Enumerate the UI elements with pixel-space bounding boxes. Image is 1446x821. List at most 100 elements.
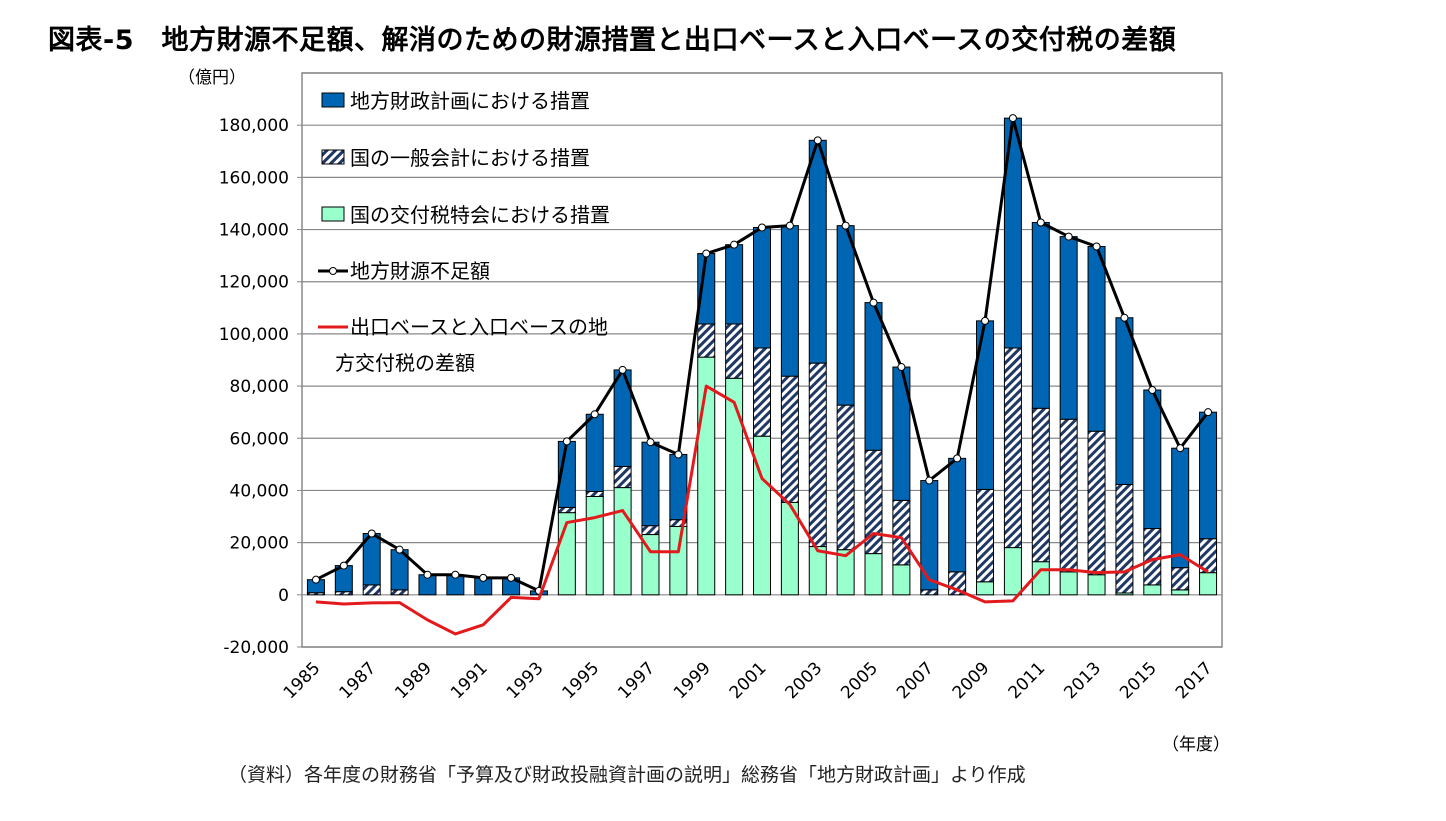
y-tick-label: 80,000	[230, 377, 289, 397]
bar-special-account	[1143, 584, 1162, 596]
x-tick-label: 1997	[614, 658, 659, 703]
point-shortfall	[1176, 444, 1185, 453]
bar-special-account	[1171, 589, 1190, 596]
bar-special-account	[976, 581, 995, 596]
point-shortfall	[1148, 386, 1157, 395]
point-shortfall	[479, 573, 488, 582]
bar-special-account	[864, 553, 883, 596]
bar-general-account	[780, 375, 799, 503]
bar-general-account	[836, 404, 855, 551]
bar-general-account	[1115, 483, 1134, 594]
bar-general-account	[557, 506, 576, 514]
bar-local-plan	[585, 413, 604, 492]
bar-special-account	[585, 495, 604, 596]
bar-general-account	[362, 584, 381, 596]
y-tick-label: 20,000	[230, 534, 289, 554]
point-shortfall	[953, 454, 962, 463]
bar-general-account	[390, 589, 409, 596]
y-axis-unit-label: （億円）	[178, 68, 246, 88]
bar-local-plan	[1087, 246, 1106, 432]
x-tick-label: 1993	[503, 658, 548, 703]
bar-local-plan	[725, 244, 744, 325]
x-tick-label: 2009	[949, 658, 994, 703]
x-tick-label: 2007	[893, 658, 938, 703]
bar-local-plan	[753, 226, 771, 349]
bar-general-account	[808, 362, 827, 548]
y-tick-label: 140,000	[219, 221, 289, 241]
legend-label-shortfall: 地方財源不足額	[350, 259, 490, 283]
x-tick-label: 1985	[280, 658, 325, 703]
legend-label-general-account: 国の一般会計における措置	[350, 146, 590, 170]
point-shortfall	[590, 410, 599, 419]
point-shortfall	[1036, 218, 1045, 227]
bar-local-plan	[641, 441, 660, 527]
legend-swatch-special-account	[321, 206, 345, 222]
y-tick-label: 0	[278, 586, 289, 606]
point-shortfall	[702, 249, 711, 258]
x-tick-label: 1995	[559, 658, 604, 703]
bar-special-account	[613, 487, 632, 596]
bar-general-account	[892, 499, 911, 566]
y-tick-label: 60,000	[230, 429, 289, 449]
y-tick-label: 120,000	[219, 273, 289, 293]
bar-local-plan	[1171, 447, 1190, 569]
bar-general-account	[1087, 430, 1106, 576]
point-shortfall	[451, 570, 460, 579]
bar-general-account	[585, 490, 604, 497]
point-shortfall	[367, 529, 376, 538]
bar-special-account	[669, 525, 688, 596]
bar-local-plan	[836, 225, 855, 406]
x-tick-label: 2017	[1172, 658, 1217, 703]
point-shortfall	[423, 570, 432, 579]
legend-marker-shortfall	[329, 267, 337, 275]
bar-general-account	[1031, 407, 1050, 563]
point-shortfall	[339, 561, 348, 570]
point-shortfall	[1008, 114, 1017, 123]
x-tick-label: 2005	[837, 658, 882, 703]
bar-local-plan	[1143, 389, 1162, 530]
point-shortfall	[395, 545, 404, 554]
bar-special-account	[892, 564, 911, 596]
bar-special-account	[1059, 571, 1078, 596]
bar-general-account	[1171, 567, 1190, 591]
bar-local-plan	[1199, 411, 1218, 540]
y-tick-label: 160,000	[219, 168, 289, 188]
x-tick-label: 2003	[782, 658, 827, 703]
figure-title: 図表-5 地方財源不足額、解消のための財源措置と出口ベースと入口ベースの交付税の…	[48, 25, 1177, 56]
legend-label-difference-line2: 方交付税の差額	[335, 351, 475, 375]
point-shortfall	[785, 221, 794, 230]
bar-local-plan	[948, 457, 967, 573]
point-shortfall	[1120, 313, 1129, 322]
point-shortfall	[646, 438, 655, 447]
x-tick-label: 2015	[1116, 658, 1161, 703]
x-tick-label: 2013	[1060, 658, 1105, 703]
point-shortfall	[869, 298, 878, 307]
bar-general-account	[1059, 418, 1078, 573]
bar-special-account	[808, 546, 827, 596]
x-tick-label: 2001	[726, 658, 771, 703]
source-note: （資料）各年度の財務省「予算及び財政投融資計画の説明」総務省「地方財政計画」より…	[228, 764, 1026, 786]
bar-general-account	[976, 488, 995, 583]
x-tick-label: 2011	[1005, 658, 1050, 703]
bar-general-account	[641, 525, 660, 536]
point-shortfall	[507, 573, 516, 582]
bar-local-plan	[864, 302, 883, 451]
bar-special-account	[1003, 547, 1022, 596]
point-shortfall	[813, 136, 822, 145]
legend-swatch-local-plan	[321, 92, 345, 108]
bar-general-account	[920, 589, 939, 596]
legend-label-special-account: 国の交付税特会における措置	[350, 203, 610, 227]
x-axis-unit-label: （年度）	[1162, 735, 1230, 755]
y-tick-label: -20,000	[223, 638, 289, 658]
point-shortfall	[1064, 232, 1073, 241]
legend-label-difference-line1: 出口ベースと入口ベースの地	[350, 315, 608, 339]
point-shortfall	[730, 240, 739, 249]
bar-special-account	[725, 377, 744, 596]
bar-local-plan	[920, 480, 939, 591]
point-shortfall	[897, 363, 906, 372]
x-tick-label: 1989	[391, 658, 436, 703]
bar-local-plan	[1059, 236, 1078, 420]
point-shortfall	[311, 575, 320, 584]
legend: 地方財政計画における措置 国の一般会計における措置 国の交付税特会における措置 …	[318, 89, 610, 375]
